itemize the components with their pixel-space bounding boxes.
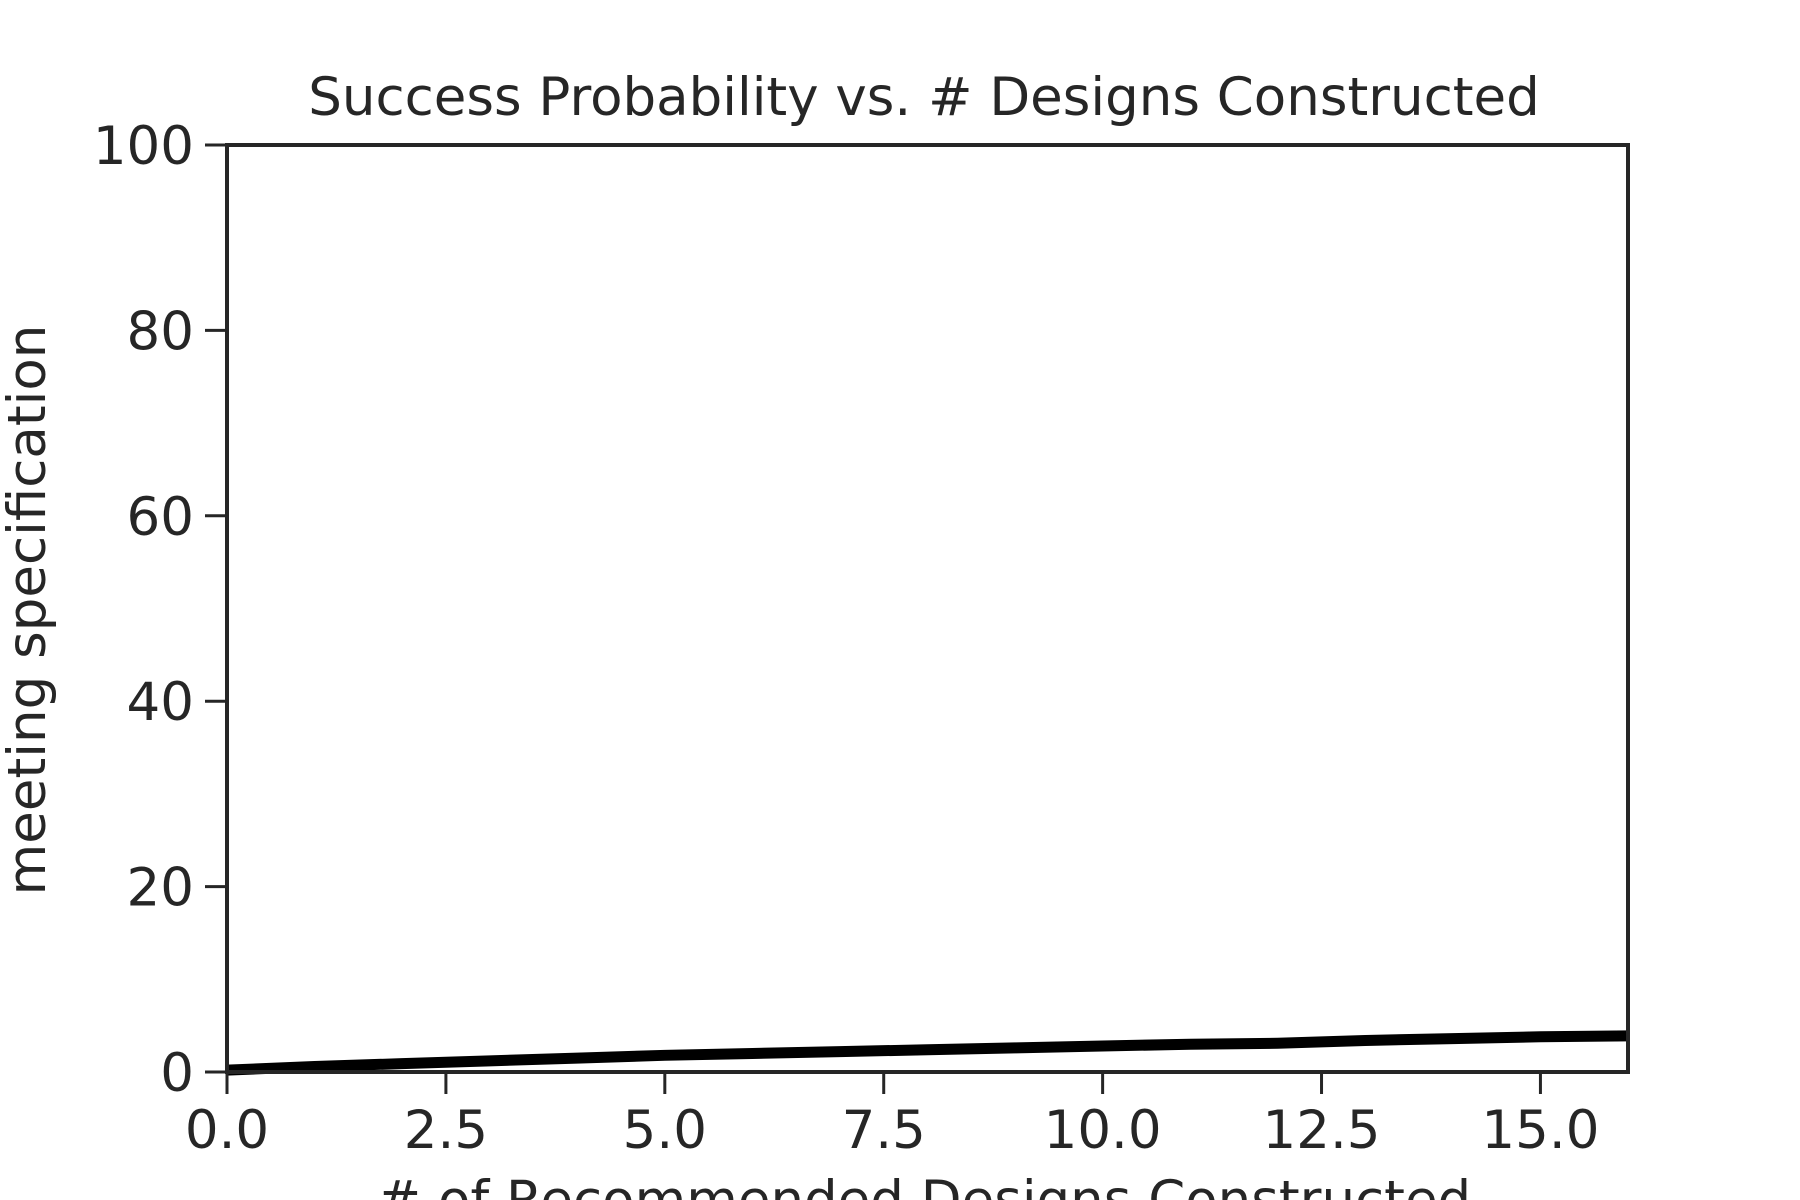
y-tick-label: 40 <box>127 672 194 733</box>
x-axis-label: # of Recommended Designs Constructed <box>377 1170 1471 1200</box>
x-tick-label: 5.0 <box>623 1100 707 1161</box>
y-axis-label: meeting specification <box>0 325 58 896</box>
y-tick-label: 60 <box>127 487 194 548</box>
y-tick-label: 20 <box>127 858 194 919</box>
plot-area: 0.0 2.5 5.0 7.5 10.0 12.5 15.0 0 20 40 60 80 100 <box>93 116 1630 1161</box>
x-tick-label: 10.0 <box>1044 1100 1162 1161</box>
x-tick-label: 12.5 <box>1263 1100 1381 1161</box>
x-tick-label: 7.5 <box>842 1100 926 1161</box>
plot-frame <box>225 143 1630 1074</box>
y-tick-label: 100 <box>93 116 194 177</box>
y-tick-label: 0 <box>160 1043 194 1104</box>
y-tick-label: 80 <box>127 301 194 362</box>
x-tick-label: 2.5 <box>404 1100 488 1161</box>
chart-title: Success Probability vs. # Designs Constr… <box>308 67 1540 128</box>
x-tick-label: 15.0 <box>1481 1100 1599 1161</box>
series-line-0 <box>226 1030 1629 1076</box>
x-tick-label: 0.0 <box>185 1100 269 1161</box>
